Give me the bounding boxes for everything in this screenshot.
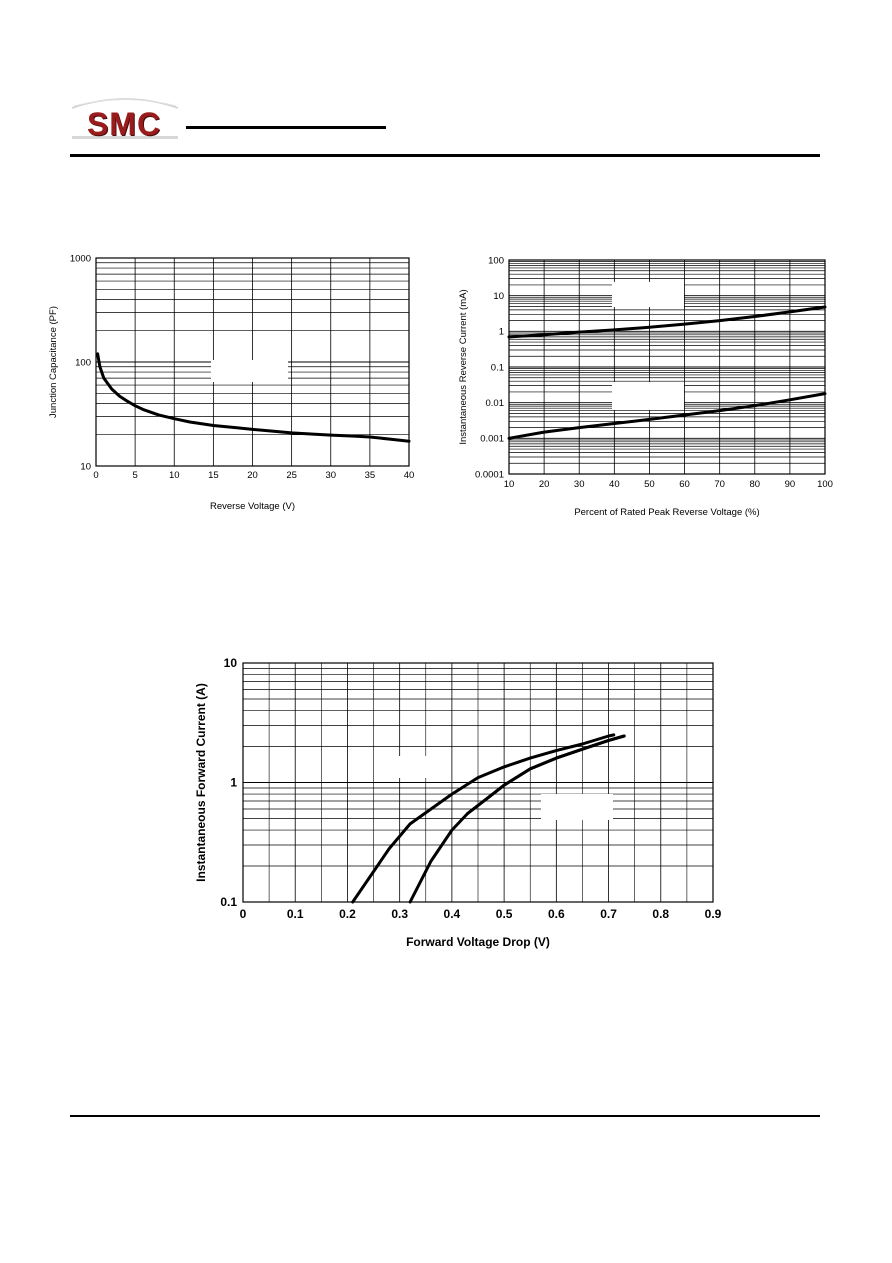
y-tick-label: 1 bbox=[499, 327, 504, 338]
smc-logo: SMC SMC bbox=[71, 98, 179, 143]
x-tick-label: 70 bbox=[714, 479, 725, 490]
x-tick-label: 0.6 bbox=[548, 907, 565, 921]
x-tick-label: 0.3 bbox=[391, 907, 408, 921]
label-box bbox=[211, 360, 288, 382]
x-tick-label: 10 bbox=[169, 470, 180, 481]
series-line-3 bbox=[466, 734, 626, 815]
x-tick-label: 35 bbox=[365, 470, 376, 481]
chart-3: 0 0.1 0.2 0.3 0.4 0.5 0.6 0.7 0.8 0.90.1110Forwar… bbox=[194, 656, 722, 949]
label-box bbox=[612, 282, 684, 307]
svg-text:SMC: SMC bbox=[88, 107, 162, 143]
y-tick-label: 1000 bbox=[70, 253, 91, 264]
x-tick-label: 0.9 bbox=[705, 907, 722, 921]
x-tick-label: 0.2 bbox=[339, 907, 356, 921]
x-tick-label: 5 bbox=[132, 470, 137, 481]
x-axis-label: Percent of Rated Peak Reverse Voltage (%… bbox=[574, 507, 759, 518]
series-line-2 bbox=[507, 392, 827, 440]
x-tick-label: 20 bbox=[247, 470, 258, 481]
y-tick-label: 0.0001 bbox=[475, 469, 504, 480]
plot-frame bbox=[508, 259, 826, 475]
x-axis-label: Reverse Voltage (V) bbox=[210, 501, 295, 512]
plot-frame bbox=[242, 662, 714, 903]
x-tick-label: 15 bbox=[208, 470, 219, 481]
label-box bbox=[541, 794, 613, 820]
y-tick-label: 0.1 bbox=[491, 362, 504, 373]
y-axis-label: Junction Capacitance (PF) bbox=[48, 306, 59, 418]
x-tick-label: 0.8 bbox=[652, 907, 669, 921]
y-tick-label: 1 bbox=[230, 776, 237, 790]
chart-1: 0 5 10 15 20 25 30 35 40 10 100 1000 Reverse Voltage… bbox=[48, 253, 414, 512]
y-tick-label: 100 bbox=[488, 255, 504, 266]
x-tick-label: 50 bbox=[644, 479, 655, 490]
x-tick-label: 40 bbox=[609, 479, 620, 490]
x-tick-label: 30 bbox=[574, 479, 585, 490]
y-tick-label: 10 bbox=[493, 291, 504, 302]
y-tick-label: 0.01 bbox=[486, 398, 505, 409]
x-tick-label: 40 bbox=[404, 470, 415, 481]
x-tick-label: 80 bbox=[749, 479, 760, 490]
series-line-1 bbox=[96, 352, 411, 443]
x-tick-label: 20 bbox=[539, 479, 550, 490]
x-tick-label: 0.1 bbox=[287, 907, 304, 921]
y-tick-label: 10 bbox=[80, 461, 91, 472]
x-axis-label: Forward Voltage Drop (V) bbox=[406, 935, 550, 949]
series-line-1 bbox=[351, 733, 616, 904]
y-axis-label: Instantaneous Forward Current (A) bbox=[194, 683, 208, 882]
label-box bbox=[612, 382, 684, 410]
y-tick-label: 10 bbox=[224, 656, 238, 670]
x-tick-label: 0 bbox=[93, 470, 98, 481]
series-line-1 bbox=[507, 305, 827, 339]
plot-frame bbox=[95, 257, 410, 467]
footer-rule bbox=[70, 1115, 820, 1117]
y-tick-label: 0.001 bbox=[480, 434, 504, 445]
y-tick-label: 100 bbox=[75, 357, 91, 368]
x-tick-label: 30 bbox=[325, 470, 336, 481]
x-tick-label: 60 bbox=[679, 479, 690, 490]
x-tick-label: 0.4 bbox=[444, 907, 461, 921]
x-tick-label: 10 bbox=[504, 479, 515, 490]
x-tick-label: 90 bbox=[785, 479, 796, 490]
y-tick-label: 0.1 bbox=[220, 895, 237, 909]
header-rule bbox=[70, 154, 820, 157]
svg-text:SMC: SMC bbox=[87, 106, 161, 142]
x-tick-label: 0.5 bbox=[496, 907, 513, 921]
y-axis-label: Instantaneous Reverse Current (mA) bbox=[458, 289, 469, 444]
chart-2: 10 20 30 40 50 60 70 80 90 100 0.0001 0.001 0.01 0.1 1… bbox=[458, 255, 833, 518]
x-tick-label: 0 bbox=[240, 907, 247, 921]
x-tick-label: 0.7 bbox=[600, 907, 617, 921]
x-tick-label: 100 bbox=[817, 479, 833, 490]
label-box bbox=[398, 756, 448, 778]
x-tick-label: 25 bbox=[286, 470, 297, 481]
header-short-rule bbox=[186, 126, 386, 129]
